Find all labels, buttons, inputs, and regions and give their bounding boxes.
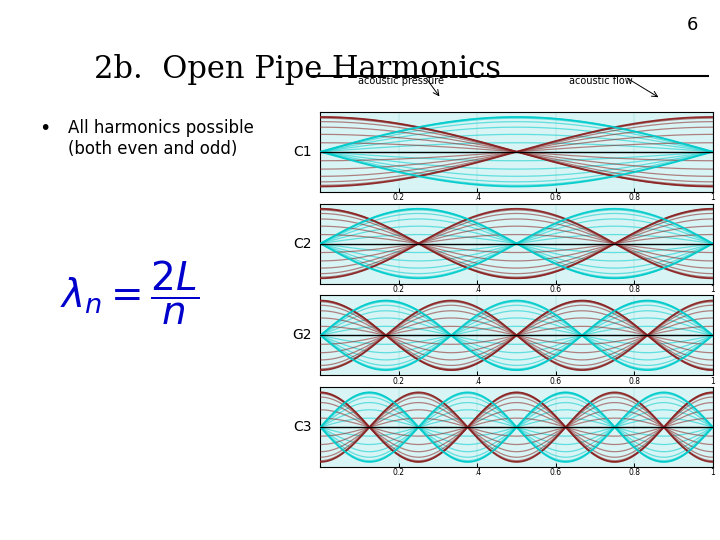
Text: All harmonics possible
(both even and odd): All harmonics possible (both even and od… <box>68 119 254 158</box>
Text: •: • <box>40 119 51 138</box>
Text: acoustic flow: acoustic flow <box>569 76 633 86</box>
Text: G2: G2 <box>292 328 312 342</box>
Text: C2: C2 <box>293 237 312 251</box>
Text: C1: C1 <box>293 145 312 159</box>
Text: C3: C3 <box>293 420 312 434</box>
Text: 6: 6 <box>687 16 698 34</box>
Text: $\lambda_n = \dfrac{2L}{n}$: $\lambda_n = \dfrac{2L}{n}$ <box>60 259 199 327</box>
Text: 2b.  Open Pipe Harmonics: 2b. Open Pipe Harmonics <box>94 54 500 85</box>
Text: acoustic pressure: acoustic pressure <box>358 76 444 86</box>
